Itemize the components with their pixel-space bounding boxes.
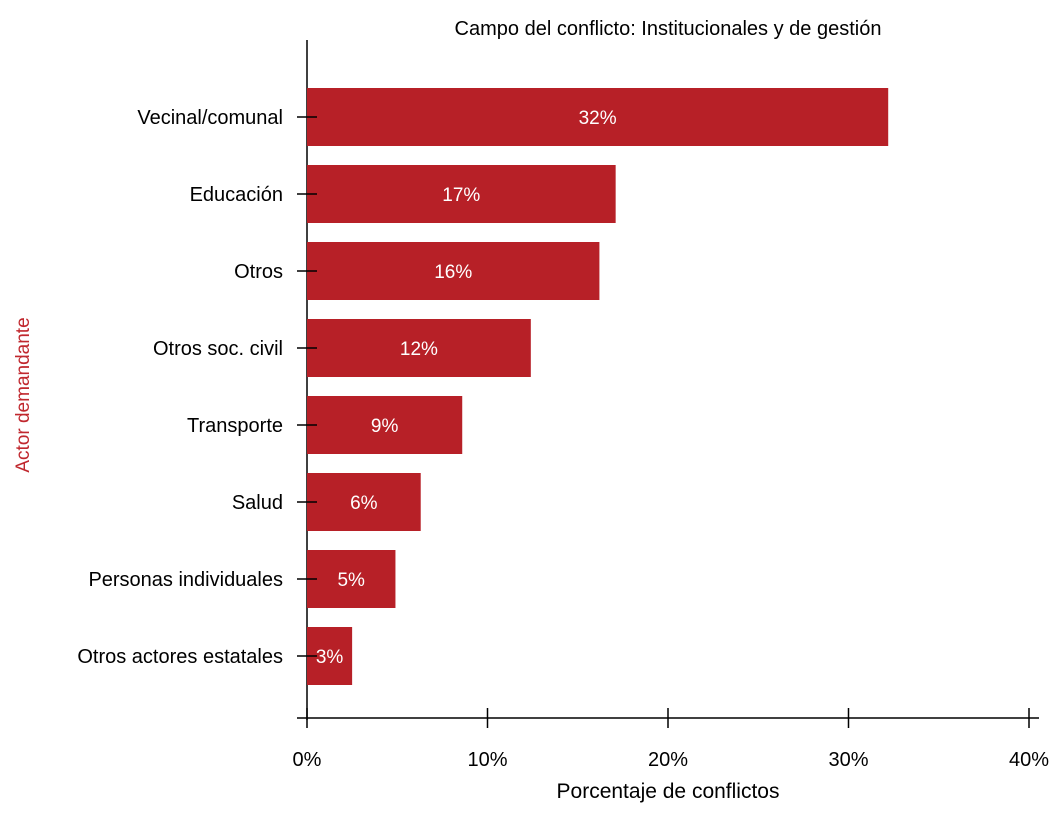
x-tick-label: 10% xyxy=(467,749,507,771)
data-label: 9% xyxy=(371,416,399,437)
data-label: 16% xyxy=(434,262,472,283)
y-tick-label: Otros xyxy=(234,261,283,283)
x-tick-label: 20% xyxy=(648,749,688,771)
y-tick-label: Transporte xyxy=(187,415,283,437)
bar xyxy=(307,473,421,531)
bar xyxy=(307,242,600,300)
data-label: 12% xyxy=(400,339,438,360)
bar xyxy=(307,88,889,146)
y-tick-label: Educación xyxy=(190,184,283,206)
bar xyxy=(307,396,463,454)
data-label: 6% xyxy=(350,493,378,514)
bar xyxy=(307,319,531,377)
bar xyxy=(307,165,616,223)
y-tick-label: Personas individuales xyxy=(88,569,283,591)
y-tick-label: Otros actores estatales xyxy=(77,646,283,668)
y-tick-label: Salud xyxy=(232,492,283,514)
data-label: 5% xyxy=(337,570,365,591)
x-tick-label: 30% xyxy=(828,749,868,771)
data-label: 32% xyxy=(579,108,617,129)
data-label: 3% xyxy=(316,647,344,668)
x-axis-label: Porcentaje de conflictos xyxy=(556,780,780,803)
chart-title: Campo del conflicto: Institucionales y d… xyxy=(454,18,882,40)
x-tick-label: 40% xyxy=(1009,749,1049,771)
data-label: 17% xyxy=(442,185,480,206)
bar xyxy=(307,550,396,608)
y-tick-label: Vecinal/comunal xyxy=(137,107,283,129)
y-tick-label: Otros soc. civil xyxy=(153,338,283,360)
x-tick-label: 0% xyxy=(293,749,322,771)
